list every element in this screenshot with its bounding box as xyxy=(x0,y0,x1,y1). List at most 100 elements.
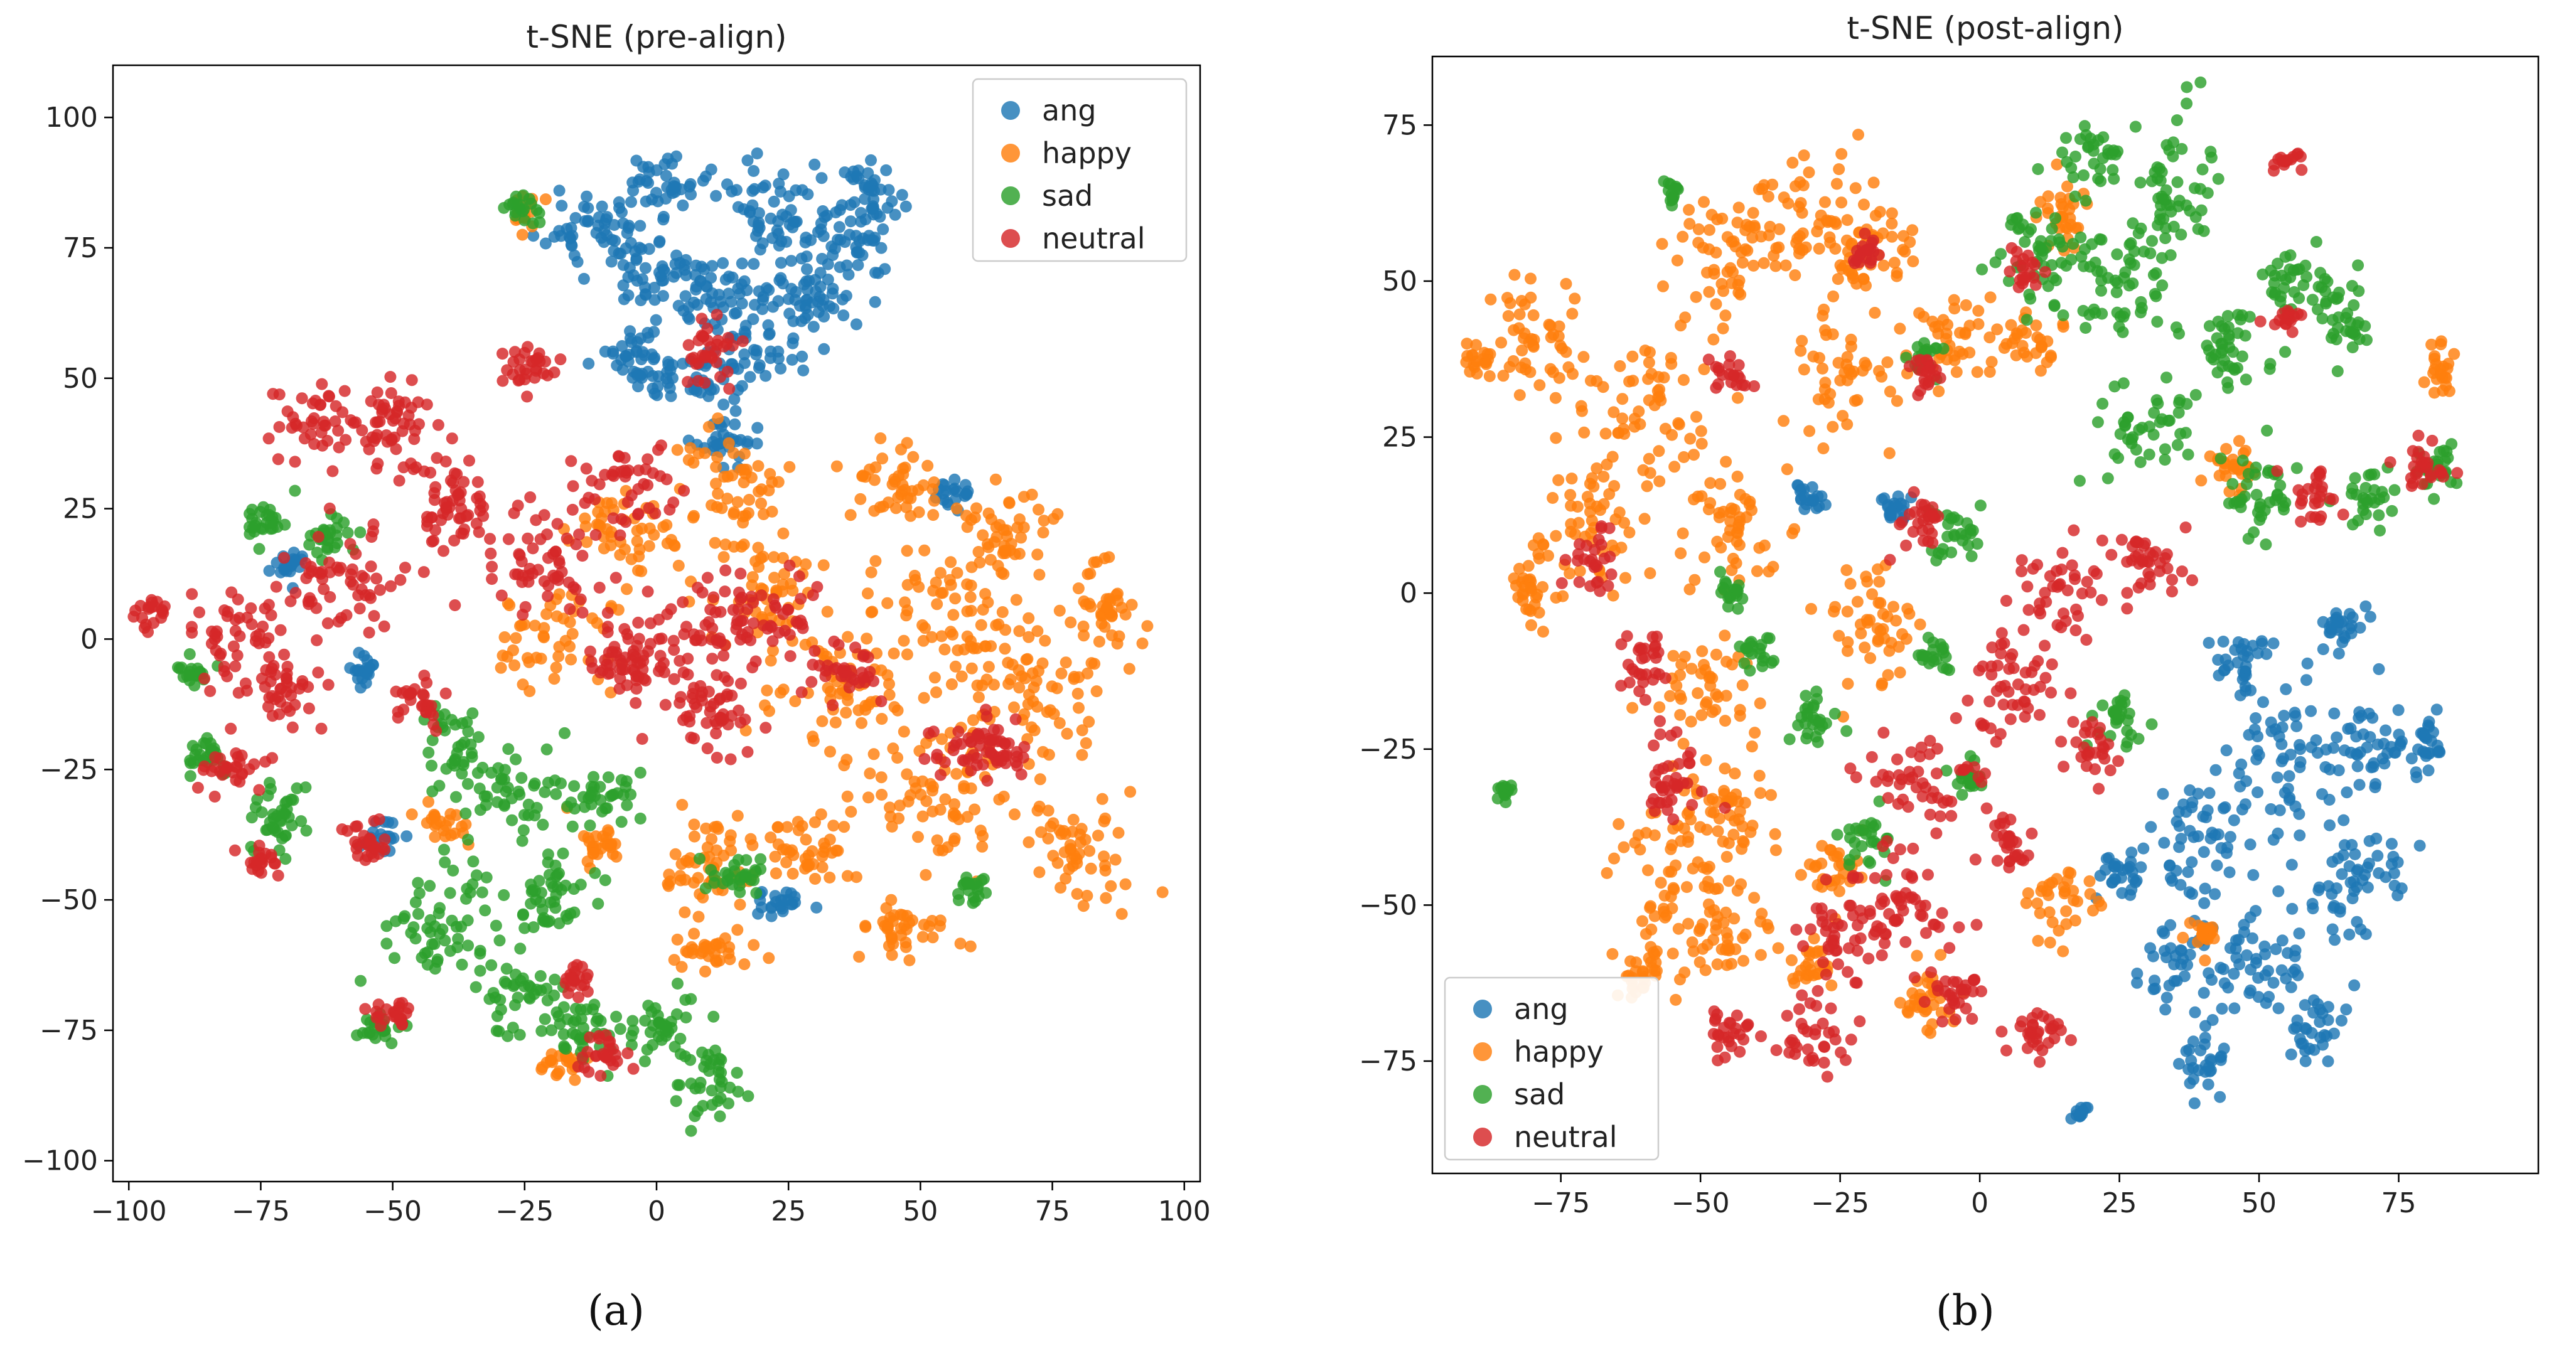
point-sad xyxy=(2204,146,2217,158)
point-happy xyxy=(1508,269,1521,281)
point-neutral xyxy=(710,634,722,646)
point-happy xyxy=(1842,678,1854,690)
point-happy xyxy=(900,609,913,622)
point-sad xyxy=(647,1019,660,1032)
point-sad xyxy=(291,782,303,794)
point-sad xyxy=(439,856,451,868)
point-happy xyxy=(1618,841,1630,853)
point-ang xyxy=(2373,663,2385,675)
point-ang xyxy=(638,350,651,361)
point-happy xyxy=(865,566,877,579)
point-happy xyxy=(1513,308,1526,321)
point-happy xyxy=(739,467,752,480)
point-happy xyxy=(1650,956,1662,969)
point-sad xyxy=(2171,114,2183,127)
point-happy xyxy=(1677,527,1689,540)
point-happy xyxy=(1653,445,1665,457)
point-ang xyxy=(799,236,812,248)
point-sad xyxy=(2111,306,2123,319)
point-ang xyxy=(2170,865,2182,877)
point-ang xyxy=(669,258,682,270)
point-happy xyxy=(731,809,744,822)
point-happy xyxy=(1894,996,1906,1009)
point-neutral xyxy=(484,533,496,545)
point-neutral xyxy=(471,476,484,488)
point-happy xyxy=(1626,702,1639,714)
point-sad xyxy=(588,781,600,793)
x-tick-label: −75 xyxy=(232,1195,290,1227)
point-happy xyxy=(1793,201,1805,213)
point-neutral xyxy=(405,374,418,387)
point-happy xyxy=(854,493,867,505)
point-happy xyxy=(1737,954,1749,967)
point-ang xyxy=(2286,902,2299,915)
point-happy xyxy=(1028,724,1041,737)
point-happy xyxy=(1677,374,1690,386)
point-ang xyxy=(2332,764,2345,777)
point-happy xyxy=(866,606,879,618)
point-ang xyxy=(672,299,685,312)
point-happy xyxy=(1693,956,1706,968)
point-ang xyxy=(2214,961,2227,974)
point-ang xyxy=(768,195,780,208)
point-ang xyxy=(697,174,709,187)
point-happy xyxy=(1876,679,1888,692)
point-sad xyxy=(754,853,767,865)
point-happy xyxy=(1009,548,1021,560)
point-ang xyxy=(616,340,628,352)
point-sad xyxy=(2203,320,2216,333)
point-happy xyxy=(768,551,780,563)
point-neutral xyxy=(796,618,808,631)
point-happy xyxy=(1844,577,1857,590)
series-ang xyxy=(263,147,974,922)
point-sad xyxy=(2060,260,2073,272)
point-ang xyxy=(751,422,764,434)
point-ang xyxy=(2184,784,2196,796)
point-happy xyxy=(669,848,682,860)
point-sad xyxy=(262,789,274,802)
point-sad xyxy=(714,1081,727,1093)
point-happy xyxy=(1795,868,1807,881)
point-sad xyxy=(409,896,422,909)
point-ang xyxy=(818,343,830,355)
point-neutral xyxy=(447,476,459,489)
y-tick-label: 100 xyxy=(45,102,98,134)
point-sad xyxy=(2223,333,2235,345)
point-happy xyxy=(829,716,842,729)
point-neutral xyxy=(463,454,475,467)
point-happy xyxy=(1109,853,1122,866)
point-sad xyxy=(255,806,268,818)
point-sad xyxy=(413,887,426,900)
point-happy xyxy=(429,831,441,843)
point-neutral xyxy=(446,432,458,445)
point-happy xyxy=(552,650,565,663)
point-neutral xyxy=(370,572,383,585)
point-ang xyxy=(2343,928,2356,941)
point-ang xyxy=(578,201,590,213)
point-sad xyxy=(2279,346,2292,358)
point-happy xyxy=(1564,489,1577,501)
point-happy xyxy=(939,793,952,806)
point-sad xyxy=(500,963,513,975)
point-happy xyxy=(1081,890,1093,902)
point-ang xyxy=(2243,987,2256,1000)
point-happy xyxy=(1733,539,1746,552)
point-happy xyxy=(1737,836,1750,848)
point-happy xyxy=(1584,375,1597,387)
point-ang xyxy=(2351,760,2364,772)
point-happy xyxy=(885,894,898,906)
point-happy xyxy=(958,643,970,656)
point-sad xyxy=(577,1022,589,1034)
point-sad xyxy=(2019,236,2031,248)
point-sad xyxy=(380,920,393,932)
point-happy xyxy=(930,576,942,589)
point-sad xyxy=(438,843,450,856)
point-happy xyxy=(1960,299,1972,311)
point-ang xyxy=(874,210,886,223)
point-sad xyxy=(550,788,562,800)
series-neutral xyxy=(127,309,1031,1082)
point-neutral xyxy=(827,699,839,712)
point-sad xyxy=(246,513,259,525)
point-happy xyxy=(1831,850,1843,863)
point-happy xyxy=(1913,307,1926,319)
